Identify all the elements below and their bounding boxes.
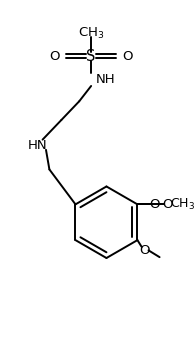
Text: CH$_3$: CH$_3$ — [170, 197, 194, 212]
Text: NH: NH — [95, 73, 115, 86]
Text: S: S — [87, 49, 96, 64]
Text: O: O — [49, 50, 60, 63]
Text: O: O — [139, 244, 150, 257]
Text: O: O — [149, 198, 160, 211]
Text: O: O — [123, 50, 133, 63]
Text: CH$_3$: CH$_3$ — [78, 26, 104, 41]
Text: HN: HN — [27, 139, 47, 152]
Text: O: O — [162, 198, 173, 211]
